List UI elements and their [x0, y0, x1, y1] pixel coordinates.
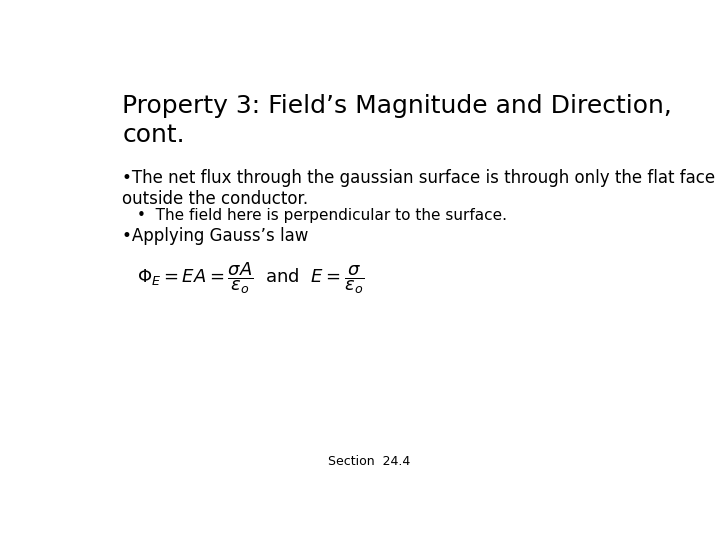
Text: cont.: cont.	[122, 123, 185, 147]
Text: $\Phi_E = EA = \dfrac{\sigma A}{\varepsilon_o}\ \ \mathrm{and}\ \ E = \dfrac{\si: $\Phi_E = EA = \dfrac{\sigma A}{\varepsi…	[138, 260, 365, 296]
Text: outside the conductor.: outside the conductor.	[122, 190, 308, 207]
Text: •The net flux through the gaussian surface is through only the flat face: •The net flux through the gaussian surfa…	[122, 168, 716, 187]
Text: Property 3: Field’s Magnitude and Direction,: Property 3: Field’s Magnitude and Direct…	[122, 94, 672, 118]
Text: •  The field here is perpendicular to the surface.: • The field here is perpendicular to the…	[138, 208, 508, 223]
Text: Section  24.4: Section 24.4	[328, 455, 410, 468]
Text: •Applying Gauss’s law: •Applying Gauss’s law	[122, 227, 309, 245]
